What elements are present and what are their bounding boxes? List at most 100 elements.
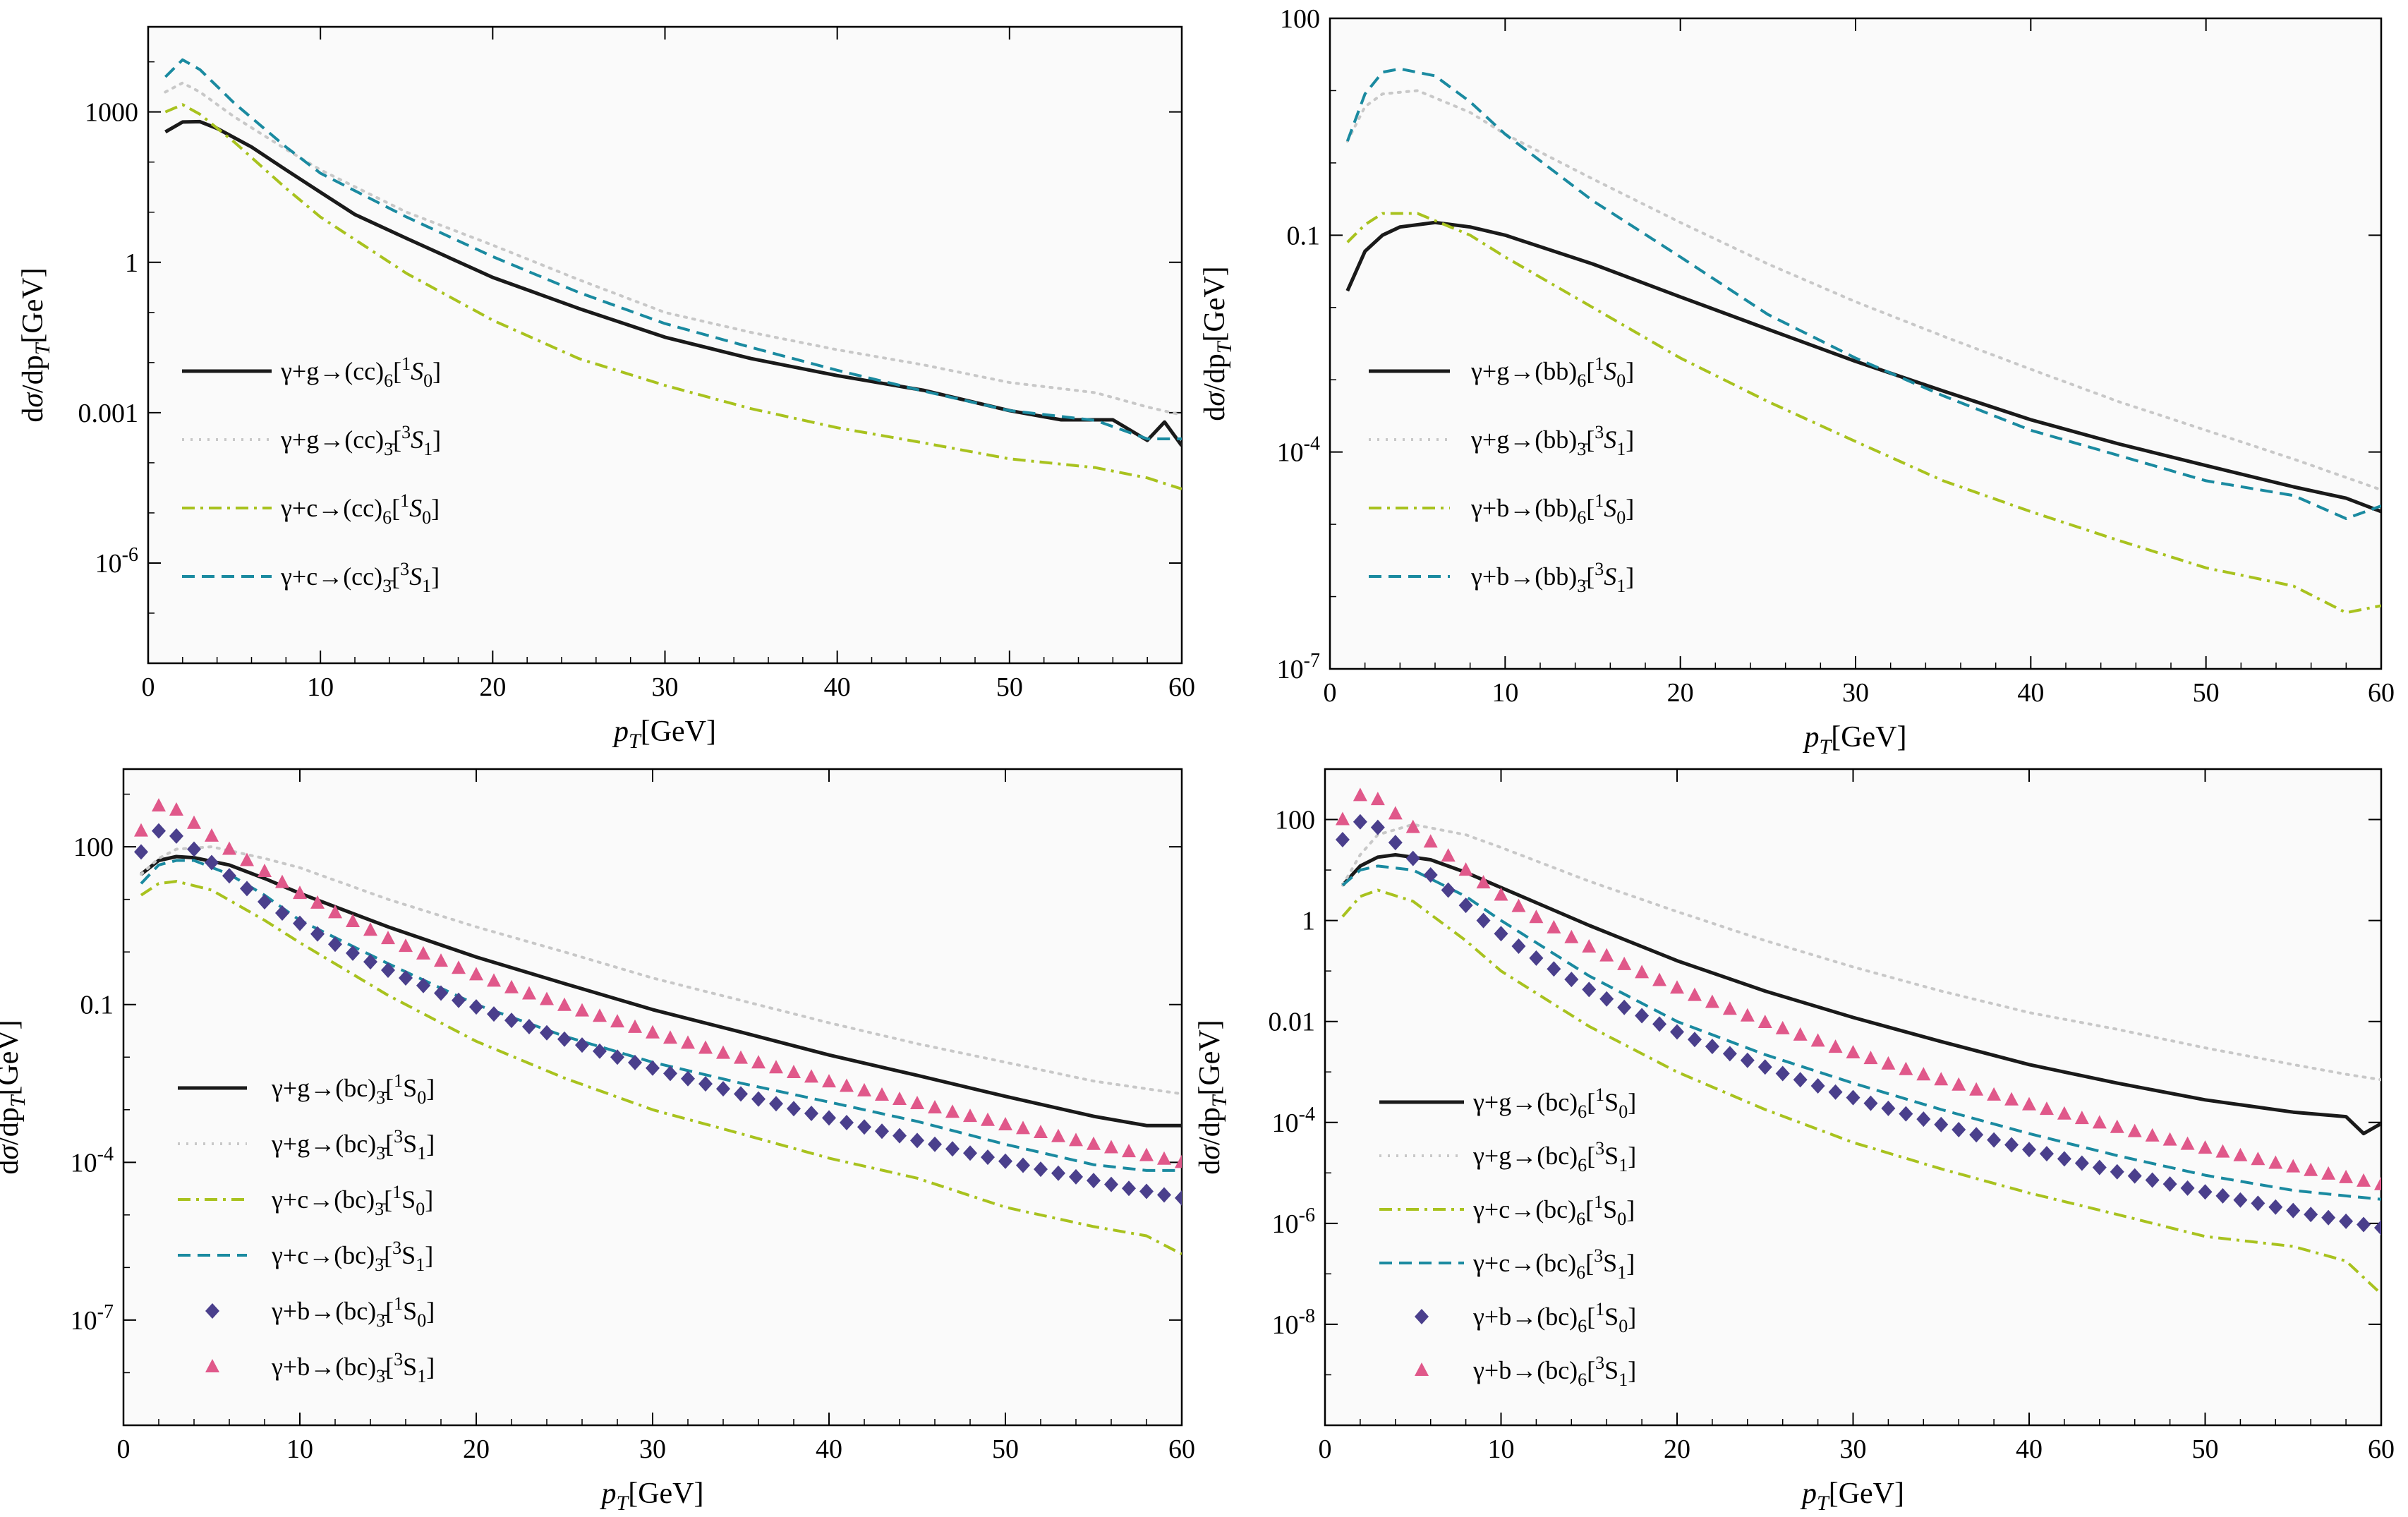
data-point: [399, 938, 413, 953]
data-point: [363, 954, 377, 970]
data-point: [2074, 1111, 2089, 1125]
series-line: [1341, 888, 2381, 1295]
data-point: [2251, 1195, 2265, 1211]
legend-label: γ+g→(bc)3̄[1S0]: [271, 1070, 435, 1108]
legend-entry-6: γ+b→(bc)3̄[3S1]: [205, 1349, 435, 1386]
legend-label: γ+b→(bc)6[1S0]: [1472, 1299, 1636, 1336]
x-tick-label: 20: [1667, 678, 1694, 708]
data-point: [1987, 1132, 2002, 1148]
data-point: [2127, 1168, 2142, 1184]
data-point: [2110, 1164, 2124, 1180]
data-point: [1122, 1144, 1136, 1158]
data-point: [1087, 1136, 1101, 1150]
data-point: [893, 1128, 907, 1144]
data-point: [2339, 1169, 2354, 1183]
data-point: [1423, 834, 1438, 848]
data-point: [2057, 1106, 2071, 1120]
legend-entry-3: γ+c→(cc)6[1S0]: [182, 490, 440, 528]
x-tick-label: 50: [992, 1434, 1019, 1464]
legend-label: γ+g→(cc)3̄[3S1]: [280, 422, 441, 459]
data-point: [1104, 1140, 1118, 1154]
data-point: [1353, 814, 1367, 830]
data-point: [1652, 972, 1667, 986]
x-tick-label: 10: [1488, 1434, 1515, 1464]
x-tick-label: 50: [2192, 1434, 2219, 1464]
data-point: [522, 1019, 536, 1035]
data-point: [1846, 1045, 1861, 1059]
data-point: [1458, 862, 1473, 876]
legend-entry-2: γ+g→(cc)3̄[3S1]: [182, 422, 441, 459]
data-point: [1987, 1087, 2002, 1101]
data-point: [787, 1101, 801, 1117]
data-point: [1051, 1128, 1065, 1142]
y-tick-label: 100: [1275, 806, 1315, 835]
x-tick-label: 60: [1168, 1434, 1195, 1464]
data-point: [1635, 1008, 1650, 1024]
data-point: [928, 1136, 942, 1152]
data-point: [945, 1141, 960, 1157]
plot-frame: [147, 25, 1183, 665]
data-point: [381, 962, 395, 979]
series-3: [140, 880, 1182, 1256]
data-point: [222, 841, 236, 855]
data-point: [346, 913, 360, 927]
legend-label: γ+c→(cc)3̄[3S1]: [280, 559, 440, 596]
data-point: [205, 828, 219, 842]
data-point: [2356, 1216, 2371, 1233]
data-point: [222, 868, 236, 884]
legend-label: γ+b→(bc)3̄[1S0]: [271, 1293, 435, 1331]
legend-label: γ+g→(bc)3̄[3S1]: [271, 1126, 435, 1164]
legend-entry-5: γ+b→(bc)3̄[1S0]: [205, 1293, 435, 1331]
data-point: [1740, 1008, 1755, 1022]
x-tick-label: 60: [2368, 678, 2395, 708]
data-point: [2145, 1128, 2160, 1142]
data-point: [2162, 1132, 2177, 1146]
data-point: [1175, 1154, 1182, 1168]
data-point: [857, 1119, 871, 1135]
data-point: [1564, 929, 1579, 943]
data-point: [910, 1096, 924, 1110]
data-point: [1476, 912, 1491, 929]
y-tick-label: 10-4: [1272, 1104, 1315, 1138]
series-2: [164, 81, 1182, 417]
data-point: [998, 1116, 1012, 1130]
data-point: [681, 1070, 695, 1087]
data-point: [1617, 999, 1632, 1015]
data-point: [1335, 811, 1350, 826]
series-1: [1341, 853, 2381, 1136]
data-point: [804, 1106, 818, 1122]
series-6: [134, 798, 1182, 1168]
y-tick-label: 10-7: [71, 1301, 114, 1336]
data-point: [1652, 1016, 1667, 1032]
data-point: [1793, 1027, 1808, 1041]
data-point: [804, 1069, 818, 1083]
data-point: [1458, 897, 1473, 914]
x-tick-label: 10: [286, 1434, 313, 1464]
data-point: [646, 1060, 660, 1076]
data-point: [469, 967, 483, 981]
y-tick-label: 0.1: [80, 991, 114, 1020]
series-line: [1341, 823, 2381, 1082]
data-point: [1087, 1173, 1101, 1189]
legend-label: γ+g→(bb)3̄[3S1]: [1470, 422, 1634, 459]
data-point: [963, 1145, 977, 1161]
data-point: [258, 864, 272, 878]
data-point: [487, 973, 501, 987]
series-line: [1341, 853, 2381, 1136]
data-point: [1916, 1067, 1931, 1081]
data-point: [1899, 1106, 1913, 1122]
data-point: [1599, 991, 1614, 1007]
data-point: [1722, 1046, 1737, 1062]
series-line: [164, 103, 1182, 490]
data-point: [2022, 1096, 2036, 1111]
data-point: [928, 1099, 942, 1113]
data-point: [1740, 1052, 1755, 1068]
data-point: [998, 1153, 1012, 1169]
data-point: [1952, 1121, 1966, 1137]
data-point: [716, 1081, 730, 1097]
data-point: [2145, 1172, 2160, 1188]
data-point: [875, 1087, 889, 1101]
data-point: [1582, 939, 1597, 953]
data-point: [1863, 1051, 1878, 1065]
data-point: [1687, 1032, 1702, 1048]
